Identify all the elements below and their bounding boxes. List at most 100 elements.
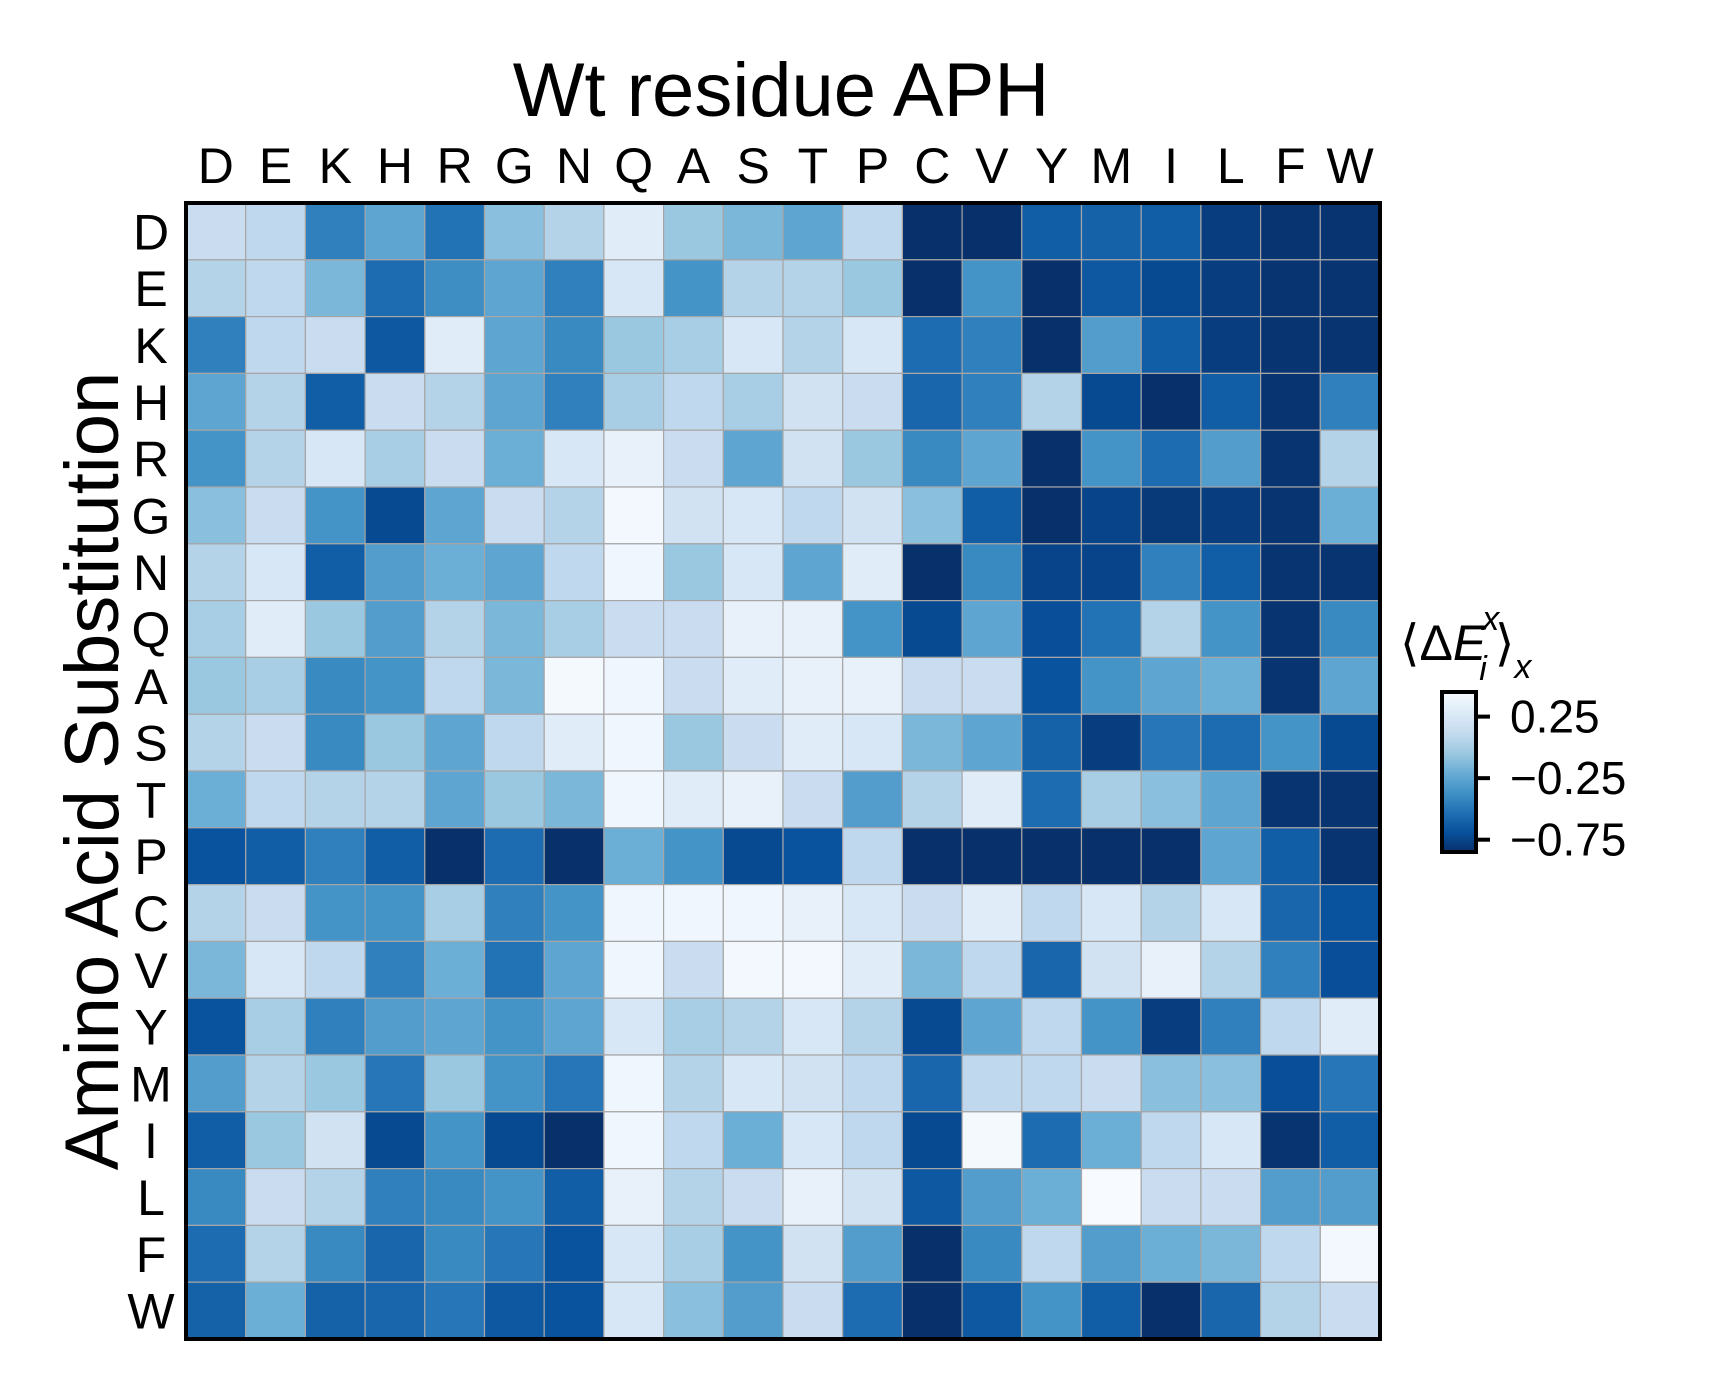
heatmap-cell-C-A bbox=[662, 883, 724, 942]
heatmap-cell-F-R bbox=[424, 1224, 486, 1283]
heatmap-cell-D-D bbox=[185, 202, 247, 261]
heatmap-cell-M-E bbox=[245, 1054, 306, 1113]
heatmap-cell-V-F bbox=[1259, 940, 1321, 999]
heatmap-cell-V-S bbox=[722, 940, 784, 999]
heatmap-cell-K-G bbox=[483, 316, 545, 375]
heatmap-cell-R-G bbox=[483, 429, 545, 488]
heatmap-cell-Y-A bbox=[662, 997, 724, 1056]
heatmap-cell-G-Q bbox=[603, 486, 665, 545]
heatmap-cell-A-I bbox=[1140, 656, 1202, 715]
heatmap-cell-E-S bbox=[722, 259, 784, 318]
heatmap-cell-W-V bbox=[961, 1281, 1023, 1340]
heatmap-cell-R-I bbox=[1140, 429, 1202, 488]
heatmap-cell-I-W bbox=[1319, 1111, 1381, 1170]
heatmap-cell-S-Q bbox=[603, 713, 665, 772]
heatmap-cell-I-Y bbox=[1021, 1111, 1083, 1170]
heatmap-cell-Q-M bbox=[1080, 599, 1142, 658]
heatmap-cell-Q-A bbox=[662, 599, 724, 658]
heatmap-cell-R-K bbox=[304, 429, 366, 488]
heatmap-cell-K-P bbox=[842, 316, 904, 375]
heatmap-cell-E-E bbox=[245, 259, 306, 318]
heatmap-cell-D-C bbox=[901, 202, 963, 261]
heatmap-cell-I-P bbox=[842, 1111, 904, 1170]
heatmap-cell-R-S bbox=[722, 429, 784, 488]
heatmap-cell-D-A bbox=[662, 202, 724, 261]
heatmap-cell-D-Q bbox=[603, 202, 665, 261]
heatmap-cell-W-Y bbox=[1021, 1281, 1083, 1340]
heatmap-cell-H-T bbox=[782, 372, 844, 431]
colorbar-tick-label: −0.25 bbox=[1510, 752, 1626, 804]
heatmap-cell-G-P bbox=[842, 486, 904, 545]
heatmap-cell-R-E bbox=[245, 429, 306, 488]
heatmap-cell-Y-F bbox=[1259, 997, 1321, 1056]
heatmap-cell-T-T bbox=[782, 770, 844, 829]
heatmap-cell-E-F bbox=[1259, 259, 1321, 318]
heatmap-cell-I-R bbox=[424, 1111, 486, 1170]
heatmap-cell-A-A bbox=[662, 656, 724, 715]
heatmap-cell-A-W bbox=[1319, 656, 1381, 715]
heatmap-cell-K-K bbox=[304, 316, 366, 375]
heatmap-cell-D-M bbox=[1080, 202, 1142, 261]
y-tick-label: S bbox=[134, 716, 167, 772]
heatmap-cell-S-N bbox=[543, 713, 605, 772]
heatmap-cell-F-L bbox=[1200, 1224, 1262, 1283]
heatmap-cell-Y-M bbox=[1080, 997, 1142, 1056]
heatmap-cell-H-R bbox=[424, 372, 486, 431]
heatmap-cell-I-V bbox=[961, 1111, 1023, 1170]
heatmap-cell-N-N bbox=[543, 543, 605, 602]
heatmap-cell-L-C bbox=[901, 1167, 963, 1226]
heatmap-cell-C-P bbox=[842, 883, 904, 942]
heatmap-cell-E-L bbox=[1200, 259, 1262, 318]
heatmap-cell-P-F bbox=[1259, 827, 1321, 886]
heatmap-cell-R-C bbox=[901, 429, 963, 488]
heatmap-cell-M-S bbox=[722, 1054, 784, 1113]
heatmap-cell-Q-I bbox=[1140, 599, 1202, 658]
heatmap-cell-F-E bbox=[245, 1224, 306, 1283]
heatmap-cell-K-N bbox=[543, 316, 605, 375]
heatmap-cell-P-R bbox=[424, 827, 486, 886]
heatmap-cell-T-Q bbox=[603, 770, 665, 829]
heatmap-cell-V-T bbox=[782, 940, 844, 999]
heatmap-cell-F-Y bbox=[1021, 1224, 1083, 1283]
heatmap-cell-W-T bbox=[782, 1281, 844, 1340]
heatmap-cell-F-K bbox=[304, 1224, 366, 1283]
heatmap-cell-R-F bbox=[1259, 429, 1321, 488]
heatmap-cell-M-M bbox=[1080, 1054, 1142, 1113]
heatmap-cell-P-M bbox=[1080, 827, 1142, 886]
heatmap-cell-S-M bbox=[1080, 713, 1142, 772]
heatmap-cell-A-V bbox=[961, 656, 1023, 715]
heatmap-cell-V-I bbox=[1140, 940, 1202, 999]
heatmap-cell-C-D bbox=[185, 883, 247, 942]
heatmap-cell-S-G bbox=[483, 713, 545, 772]
heatmap-cell-W-H bbox=[364, 1281, 426, 1340]
heatmap-cell-L-P bbox=[842, 1167, 904, 1226]
heatmap-cell-G-V bbox=[961, 486, 1023, 545]
heatmap-cell-S-K bbox=[304, 713, 366, 772]
x-tick-label: N bbox=[556, 138, 592, 194]
heatmap-cell-L-F bbox=[1259, 1167, 1321, 1226]
heatmap-cell-K-M bbox=[1080, 316, 1142, 375]
heatmap-cell-N-T bbox=[782, 543, 844, 602]
heatmap-cell-G-H bbox=[364, 486, 426, 545]
heatmap-cell-Y-Y bbox=[1021, 997, 1083, 1056]
heatmap-cell-T-G bbox=[483, 770, 545, 829]
heatmap-cell-V-R bbox=[424, 940, 486, 999]
heatmap-cell-P-D bbox=[185, 827, 247, 886]
heatmap-cell-E-D bbox=[185, 259, 247, 318]
heatmap-cell-T-V bbox=[961, 770, 1023, 829]
heatmap-cell-S-Y bbox=[1021, 713, 1083, 772]
heatmap-cell-C-I bbox=[1140, 883, 1202, 942]
heatmap-cell-G-M bbox=[1080, 486, 1142, 545]
heatmap-cell-V-M bbox=[1080, 940, 1142, 999]
heatmap-cells bbox=[185, 202, 1381, 1340]
heatmap-cell-H-K bbox=[304, 372, 366, 431]
heatmap-cell-E-R bbox=[424, 259, 486, 318]
heatmap-cell-E-T bbox=[782, 259, 844, 318]
heatmap-cell-M-N bbox=[543, 1054, 605, 1113]
x-tick-label: E bbox=[259, 138, 292, 194]
x-tick-label: V bbox=[975, 138, 1009, 194]
heatmap-cell-D-W bbox=[1319, 202, 1381, 261]
heatmap-cell-H-V bbox=[961, 372, 1023, 431]
heatmap-cell-C-T bbox=[782, 883, 844, 942]
colorbar: ⟨ΔEx i ⟩x 0.25 −0.25 −0.75 bbox=[1400, 600, 1626, 866]
